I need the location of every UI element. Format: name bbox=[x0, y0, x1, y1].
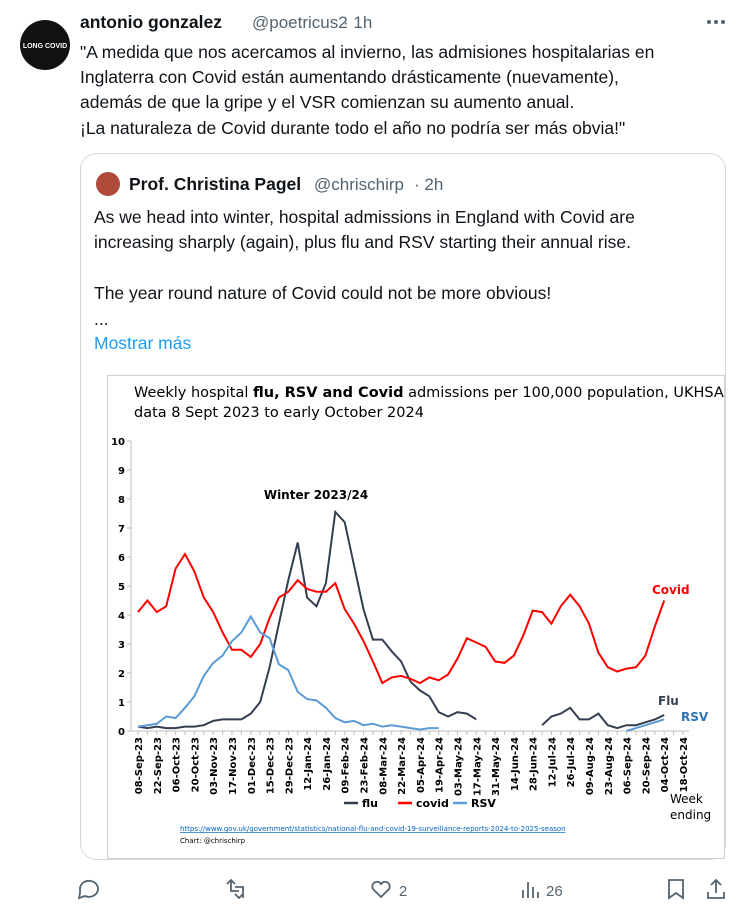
y-tick-label: 0 bbox=[118, 727, 125, 738]
y-tick-label: 1 bbox=[118, 698, 125, 709]
line-covid bbox=[137, 552, 666, 685]
x-tick-label: 06-Oct-23 bbox=[172, 737, 183, 792]
x-tick-label: 03-Nov-23 bbox=[209, 737, 220, 795]
y-tick-label: 4 bbox=[118, 611, 125, 622]
view-count: 26 bbox=[546, 883, 563, 900]
share-icon[interactable] bbox=[707, 878, 725, 899]
y-tick-label: 5 bbox=[118, 582, 125, 593]
x-axis-label: Week bbox=[670, 792, 703, 806]
quote-text: increasing sharply (again), plus flu and… bbox=[94, 232, 631, 252]
x-tick-label: 26-Jan-24 bbox=[322, 737, 333, 791]
quote-text: ... bbox=[94, 309, 109, 329]
reply-icon[interactable] bbox=[77, 879, 99, 900]
x-tick-label: 23-Aug-24 bbox=[604, 737, 615, 795]
x-tick-label: 17-May-24 bbox=[472, 737, 483, 796]
tweet-text: Inglaterra con Covid están aumentando dr… bbox=[80, 67, 619, 87]
quote-time: · 2h bbox=[414, 175, 443, 194]
action-bar bbox=[77, 878, 725, 900]
x-tick-label: 22-Sep-23 bbox=[153, 737, 164, 794]
line-flu bbox=[137, 509, 665, 730]
quote-handle: @chrischirp bbox=[314, 175, 404, 194]
x-tick-label: 20-Sep-24 bbox=[641, 737, 652, 794]
x-tick-label: 12-Jul-24 bbox=[547, 737, 558, 787]
x-tick-label: 14-Jun-24 bbox=[510, 737, 521, 791]
y-tick-label: 10 bbox=[111, 437, 125, 448]
quote-text: The year round nature of Covid could not… bbox=[94, 283, 551, 303]
x-tick-label: 15-Dec-23 bbox=[266, 737, 277, 794]
chart-title: data 8 Sept 2023 to early October 2024 bbox=[134, 405, 424, 421]
source-link[interactable]: https://www.gov.uk/government/statistics… bbox=[180, 825, 566, 833]
quote-avatar bbox=[96, 172, 120, 196]
tweet-text: además de que la gripe y el VSR comienza… bbox=[80, 92, 574, 112]
tweet-text: ¡La naturaleza de Covid durante todo el … bbox=[80, 118, 625, 138]
annotation: Winter 2023/24 bbox=[264, 488, 368, 502]
tweet-text: "A medida que nos acercamos al invierno,… bbox=[80, 42, 654, 62]
author-name[interactable]: antonio gonzalez bbox=[80, 12, 222, 32]
x-tick-label: 09-Feb-24 bbox=[341, 737, 352, 794]
x-tick-label: 06-Sep-24 bbox=[623, 737, 634, 794]
y-tick-label: 8 bbox=[118, 495, 125, 506]
x-tick-label: 23-Feb-24 bbox=[360, 737, 371, 794]
quote-text: As we head into winter, hospital admissi… bbox=[94, 207, 635, 227]
x-axis-label: ending bbox=[670, 808, 711, 822]
like-count: 2 bbox=[399, 883, 407, 900]
y-tick-label: 9 bbox=[118, 466, 125, 477]
legend-label: RSV bbox=[471, 797, 496, 810]
annotation: RSV bbox=[681, 710, 709, 724]
bookmark-icon[interactable] bbox=[668, 879, 684, 900]
x-tick-label: 03-May-24 bbox=[453, 737, 464, 796]
x-tick-label: 28-Jun-24 bbox=[529, 737, 540, 791]
x-tick-label: 04-Oct-24 bbox=[660, 737, 671, 792]
chart-image bbox=[107, 375, 725, 859]
x-tick-label: 01-Dec-23 bbox=[247, 737, 258, 794]
retweet-icon[interactable] bbox=[226, 878, 244, 900]
x-tick-label: 09-Aug-24 bbox=[585, 737, 596, 795]
x-tick-label: 05-Apr-24 bbox=[416, 737, 427, 793]
line-rsv bbox=[137, 614, 665, 732]
like-icon[interactable] bbox=[371, 880, 391, 899]
more-icon[interactable] bbox=[707, 20, 725, 24]
y-tick-label: 2 bbox=[118, 669, 125, 680]
x-tick-label: 20-Oct-23 bbox=[190, 737, 201, 792]
x-tick-label: 18-Oct-24 bbox=[679, 737, 690, 792]
x-tick-label: 08-Mar-24 bbox=[378, 737, 389, 795]
y-tick-label: 7 bbox=[118, 524, 125, 535]
legend-label: flu bbox=[362, 797, 378, 810]
author-handle[interactable]: @poetricus2 bbox=[252, 13, 348, 32]
x-tick-label: 29-Dec-23 bbox=[284, 737, 295, 794]
x-tick-label: 08-Sep-23 bbox=[134, 737, 145, 794]
x-tick-label: 17-Nov-23 bbox=[228, 737, 239, 795]
annotation: Covid bbox=[652, 583, 690, 597]
quote-name: Prof. Christina Pagel bbox=[129, 174, 301, 194]
chart-title: Weekly hospital flu, RSV and Covid admis… bbox=[134, 385, 724, 401]
annotation: Flu bbox=[658, 694, 679, 708]
y-tick-label: 6 bbox=[118, 553, 125, 564]
x-tick-label: 26-Jul-24 bbox=[566, 737, 577, 787]
plot: 0 1 2 3 4 5 6 7 8 9 10 08-Sep-23 22-Sep-23 06-Oct-23 2… bbox=[111, 437, 690, 810]
tweet-time[interactable]: · 1h bbox=[343, 13, 372, 32]
chart-credit: Chart: @chrischirp bbox=[180, 837, 246, 845]
y-tick-label: 3 bbox=[118, 640, 125, 651]
avatar-text: LONG COVID bbox=[23, 43, 67, 50]
avatar[interactable] bbox=[20, 20, 70, 70]
show-more[interactable]: Mostrar más bbox=[94, 333, 191, 353]
views-icon[interactable] bbox=[522, 882, 539, 898]
x-tick-label: 22-Mar-24 bbox=[397, 737, 408, 795]
legend-label: covid bbox=[416, 797, 449, 810]
x-tick-label: 19-Apr-24 bbox=[435, 737, 446, 793]
x-tick-label: 31-May-24 bbox=[491, 737, 502, 796]
x-tick-label: 12-Jan-24 bbox=[303, 737, 314, 791]
